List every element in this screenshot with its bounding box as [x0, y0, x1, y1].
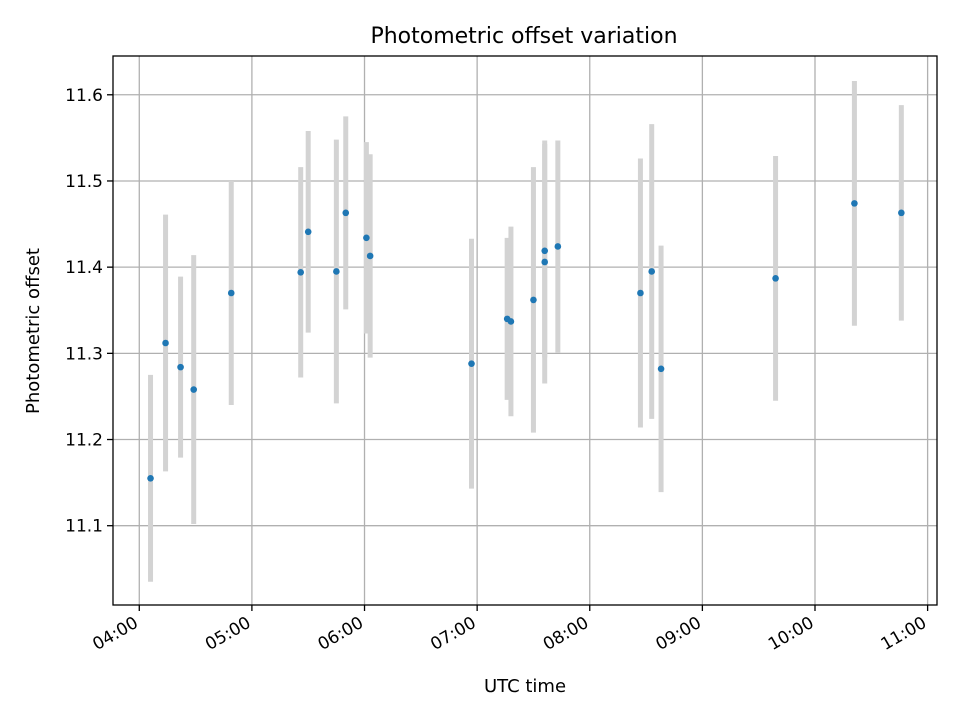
- data-point: [851, 200, 858, 207]
- data-point: [162, 339, 169, 347]
- data-points: [147, 200, 905, 482]
- data-point: [304, 228, 312, 236]
- chart-title: Photometric offset variation: [370, 24, 677, 49]
- data-point: [657, 365, 665, 373]
- x-axis-label: UTC time: [484, 676, 566, 697]
- data-point: [507, 318, 515, 325]
- data-point: [530, 296, 537, 304]
- data-point: [190, 386, 198, 393]
- data-point: [898, 209, 905, 217]
- data-point: [333, 268, 340, 275]
- plot-area-frame: [112, 55, 938, 606]
- data-point: [366, 252, 374, 260]
- data-point: [147, 475, 154, 482]
- data-point: [541, 258, 549, 266]
- y-tick-label: 11.3: [65, 344, 103, 364]
- data-point: [772, 275, 779, 282]
- data-point: [342, 209, 350, 217]
- data-point: [468, 360, 475, 367]
- data-point: [637, 289, 644, 297]
- grid-lines: [113, 56, 937, 605]
- y-tick-label: 11.2: [65, 431, 103, 451]
- y-tick-label: 11.4: [65, 258, 103, 278]
- data-point: [177, 363, 184, 371]
- data-point: [363, 234, 370, 242]
- y-tick-label: 11.1: [65, 517, 103, 537]
- y-tick-label: 11.6: [65, 86, 103, 106]
- data-point: [648, 268, 655, 275]
- data-point: [554, 243, 562, 250]
- y-axis-label: Photometric offset: [23, 248, 44, 414]
- y-tick-label: 11.5: [65, 172, 103, 192]
- data-point: [297, 269, 304, 276]
- data-point: [541, 247, 549, 255]
- y-axis: 11.1 11.2 11.3 11.4 11.5 11.6: [65, 86, 113, 537]
- data-point: [227, 289, 235, 297]
